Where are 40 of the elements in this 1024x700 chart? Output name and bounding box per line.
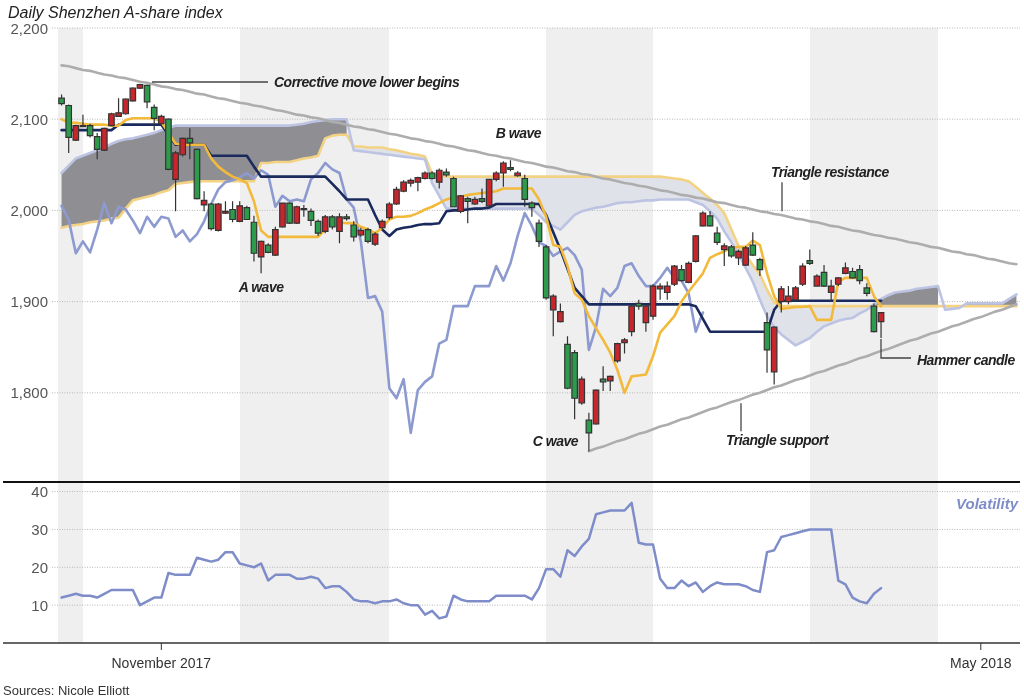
y-tick-label: 40 — [31, 483, 48, 501]
candlestick — [713, 226, 721, 246]
x-tick-label: May 2018 — [950, 655, 1012, 671]
line-series — [60, 501, 883, 620]
candlestick — [756, 257, 764, 277]
series-label: Triangle support — [726, 432, 831, 449]
y-tick-label: 2,100 — [10, 110, 48, 128]
annotation: A wave — [237, 279, 285, 296]
y-tick-label: 1,800 — [10, 384, 48, 402]
y-tick-label: 1,900 — [10, 293, 48, 311]
text: Triangle resistance — [771, 164, 890, 181]
candlestick — [834, 276, 842, 287]
y-tick-label: 20 — [31, 558, 48, 576]
candlestick — [378, 218, 386, 231]
candlestick — [621, 337, 628, 355]
x-tick-label: November 2017 — [111, 655, 212, 671]
y-tick-label: 30 — [31, 520, 48, 538]
y-tick-label: 10 — [31, 596, 48, 614]
candlestick — [528, 200, 536, 218]
candlestick — [58, 93, 65, 107]
candlestick — [557, 302, 564, 324]
candlestick — [514, 170, 521, 178]
candlestick — [799, 262, 807, 287]
candlestick — [863, 282, 871, 297]
candlestick — [806, 249, 814, 266]
line-series — [60, 161, 705, 435]
annotation: Hammer candle — [917, 352, 1016, 368]
candlestick — [535, 218, 543, 248]
candlestick — [521, 174, 529, 208]
annotation: C wave — [532, 433, 579, 449]
source-note: Sources: Nicole Elliott — [3, 682, 130, 698]
text: Volatility — [956, 494, 1019, 512]
chart-title: Daily Shenzhen A-share index — [8, 3, 224, 21]
annotation: Corrective move lower begins — [274, 74, 460, 90]
y-tick-label: 2,000 — [10, 201, 48, 219]
annotation: B wave — [495, 125, 542, 142]
line-series — [60, 117, 1018, 347]
candlestick — [614, 342, 621, 364]
candlestick — [692, 234, 700, 263]
candlestick — [307, 207, 315, 227]
